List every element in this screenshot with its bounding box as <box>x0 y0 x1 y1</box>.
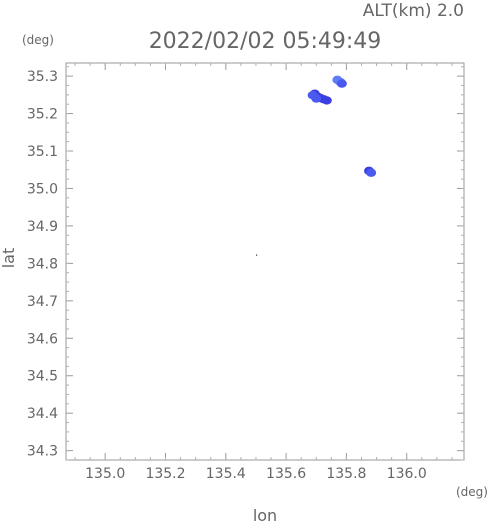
y-tick-label: 34.6 <box>27 331 58 347</box>
y-tick-label: 34.5 <box>27 369 58 385</box>
axis-ticks: 135.0 135.2 135.4 135.6 135.8 136.0 34.3 34.4 34… <box>27 63 464 482</box>
x-tick-label: 136.0 <box>387 466 427 482</box>
y-tick-label: 35.1 <box>27 144 58 160</box>
x-tick-label: 135.4 <box>206 466 246 482</box>
echo-point <box>366 168 377 177</box>
y-unit-label: (deg) <box>22 33 54 47</box>
x-unit-label: (deg) <box>456 485 488 499</box>
reference-point <box>255 254 258 256</box>
echo-point <box>336 79 347 88</box>
y-tick-label: 34.9 <box>27 219 58 235</box>
chart-title: 2022/02/02 05:49:49 <box>149 29 382 54</box>
data-marks <box>255 75 377 256</box>
altitude-label: ALT(km) 2.0 <box>363 1 464 21</box>
x-axis-label: lon <box>253 506 277 521</box>
x-tick-label: 135.2 <box>145 466 185 482</box>
x-tick-label: 135.0 <box>85 466 125 482</box>
y-tick-label: 34.7 <box>27 294 58 310</box>
x-tick-label: 135.8 <box>326 466 366 482</box>
y-tick-label: 34.8 <box>27 256 58 272</box>
echo-point <box>321 96 332 105</box>
x-tick-label: 135.6 <box>266 466 306 482</box>
y-tick-label: 35.0 <box>27 181 58 197</box>
y-tick-label: 35.3 <box>27 69 58 85</box>
y-tick-label: 35.2 <box>27 107 58 123</box>
echo-point <box>311 94 322 103</box>
y-tick-label: 34.3 <box>27 444 58 460</box>
y-axis-label: lat <box>0 248 18 269</box>
plot-frame <box>65 62 465 461</box>
y-tick-label: 34.4 <box>27 406 58 422</box>
